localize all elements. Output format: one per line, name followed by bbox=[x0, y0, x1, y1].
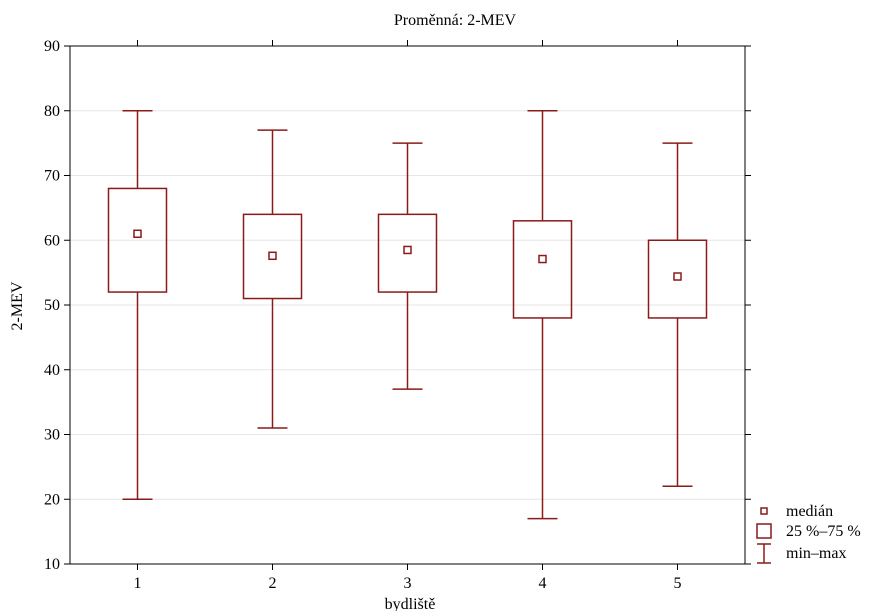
x-tick-label: 4 bbox=[539, 575, 547, 592]
x-tick-label: 1 bbox=[134, 575, 142, 592]
legend-median-symbol bbox=[760, 507, 768, 515]
x-axis-label: bydliště bbox=[385, 596, 436, 611]
box-group-2 bbox=[242, 129, 303, 429]
chart-title: Proměnná: 2-MEV bbox=[394, 12, 517, 29]
median-marker bbox=[673, 272, 682, 281]
box-group-3 bbox=[377, 142, 438, 390]
y-tick-label: 50 bbox=[44, 297, 60, 314]
median-marker bbox=[268, 251, 277, 261]
box-group-5 bbox=[647, 142, 708, 488]
median-marker bbox=[133, 229, 142, 239]
legend-iqr-symbol bbox=[756, 523, 772, 539]
x-axis: 1 2 3 4 5 bbox=[134, 40, 682, 592]
y-tick-label: 60 bbox=[44, 232, 60, 249]
y-tick-label: 10 bbox=[44, 556, 60, 573]
iqr-box bbox=[377, 213, 438, 293]
y-tick-label: 30 bbox=[44, 427, 60, 444]
x-tick-label: 5 bbox=[674, 575, 682, 592]
y-tick-label: 40 bbox=[44, 362, 60, 379]
y-axis-label: 2-MEV bbox=[9, 281, 26, 330]
median-marker bbox=[403, 245, 412, 255]
iqr-box bbox=[647, 239, 708, 319]
legend: medián 25 %–75 % min–max bbox=[756, 503, 861, 564]
y-tick-label: 90 bbox=[44, 38, 60, 55]
y-tick-label: 70 bbox=[44, 168, 60, 185]
iqr-box bbox=[107, 187, 168, 293]
y-tick-label: 20 bbox=[44, 491, 60, 508]
x-tick-label: 2 bbox=[269, 575, 277, 592]
box-group-4 bbox=[512, 110, 573, 520]
x-tick-label: 3 bbox=[404, 575, 412, 592]
y-tick-label: 80 bbox=[44, 103, 60, 120]
median-marker bbox=[538, 254, 547, 264]
box-group-1 bbox=[107, 110, 168, 500]
iqr-box bbox=[512, 220, 573, 319]
legend-range-label: min–max bbox=[786, 545, 846, 562]
iqr-box bbox=[242, 213, 303, 300]
legend-iqr-label: 25 %–75 % bbox=[786, 523, 861, 540]
y-axis: 10 20 30 40 50 60 70 80 90 bbox=[44, 38, 751, 573]
legend-median-label: medián bbox=[786, 503, 833, 520]
plot-area bbox=[107, 110, 708, 520]
